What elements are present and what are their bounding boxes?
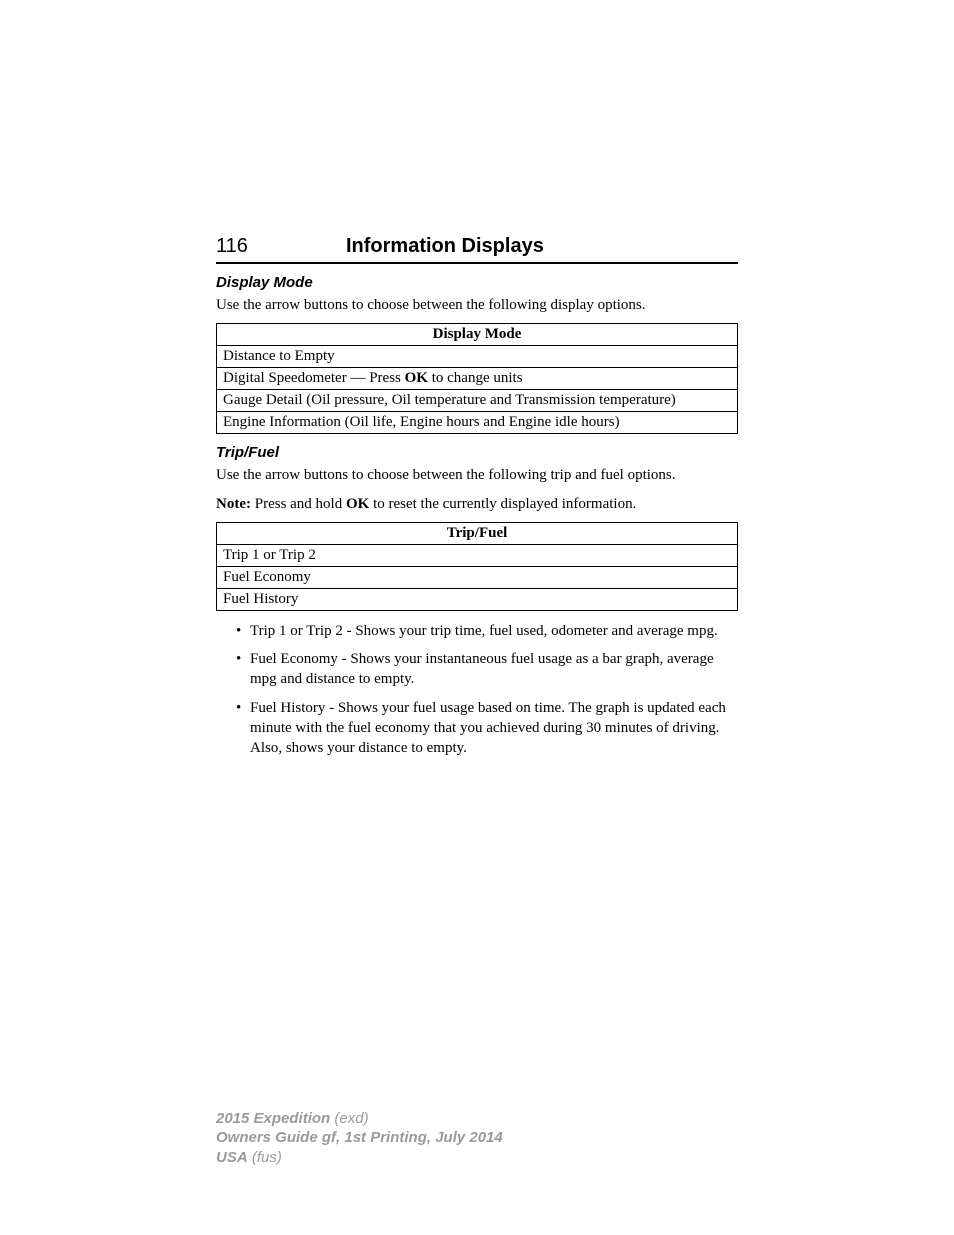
trip-fuel-table: Trip/Fuel Trip 1 or Trip 2 Fuel Economy … bbox=[216, 522, 738, 611]
table-row: Digital Speedometer — Press OK to change… bbox=[217, 368, 738, 390]
trip-fuel-bullets: Trip 1 or Trip 2 - Shows your trip time,… bbox=[216, 621, 738, 759]
page-title: Information Displays bbox=[336, 235, 738, 258]
list-item: Fuel Economy - Shows your instantaneous … bbox=[236, 649, 738, 690]
table-row: Fuel History bbox=[217, 588, 738, 610]
section-heading-display-mode: Display Mode bbox=[216, 274, 738, 291]
display-mode-intro: Use the arrow buttons to choose between … bbox=[216, 295, 738, 315]
footer-line-3: USA (fus) bbox=[216, 1148, 503, 1168]
table-header: Display Mode bbox=[217, 324, 738, 346]
trip-fuel-note: Note: Press and hold OK to reset the cur… bbox=[216, 494, 738, 514]
table-row: Trip 1 or Trip 2 bbox=[217, 544, 738, 566]
section-heading-trip-fuel: Trip/Fuel bbox=[216, 444, 738, 461]
page-header: 116 Information Displays bbox=[216, 235, 738, 264]
table-row: Fuel Economy bbox=[217, 566, 738, 588]
table-row: Gauge Detail (Oil pressure, Oil temperat… bbox=[217, 390, 738, 412]
table-row: Distance to Empty bbox=[217, 346, 738, 368]
list-item: Trip 1 or Trip 2 - Shows your trip time,… bbox=[236, 621, 738, 641]
footer-line-1: 2015 Expedition (exd) bbox=[216, 1109, 503, 1129]
page-content: 116 Information Displays Display Mode Us… bbox=[0, 0, 954, 758]
list-item: Fuel History - Shows your fuel usage bas… bbox=[236, 698, 738, 759]
table-header: Trip/Fuel bbox=[217, 522, 738, 544]
trip-fuel-intro: Use the arrow buttons to choose between … bbox=[216, 465, 738, 485]
page-footer: 2015 Expedition (exd) Owners Guide gf, 1… bbox=[216, 1109, 503, 1168]
footer-line-2: Owners Guide gf, 1st Printing, July 2014 bbox=[216, 1128, 503, 1148]
table-row: Engine Information (Oil life, Engine hou… bbox=[217, 412, 738, 434]
display-mode-table: Display Mode Distance to Empty Digital S… bbox=[216, 323, 738, 434]
page-number: 116 bbox=[216, 235, 336, 258]
